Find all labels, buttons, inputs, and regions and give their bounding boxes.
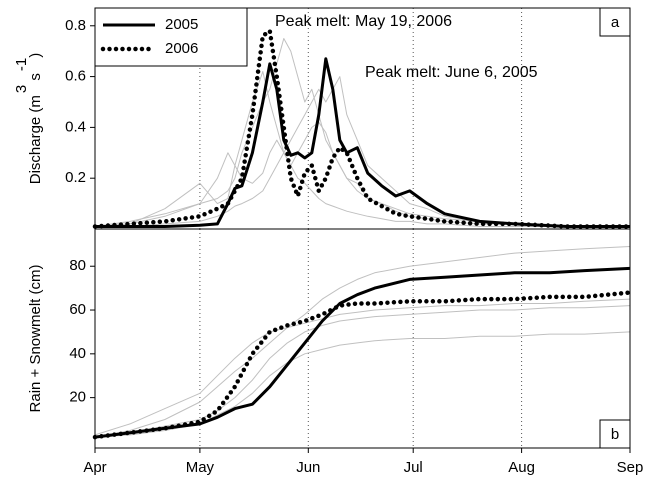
annotation: Peak melt: May 19, 2006 — [275, 13, 452, 30]
x-tick-label: Apr — [83, 459, 106, 476]
plot-frame — [94, 228, 631, 449]
panel-label: b — [611, 426, 619, 443]
series-line — [92, 28, 633, 229]
legend-box — [94, 7, 248, 67]
x-tick-label: Sep — [617, 459, 644, 476]
series-line — [94, 305, 631, 438]
y-tick-label: 0.8 — [65, 17, 86, 34]
y-tick-label: 80 — [69, 257, 86, 274]
series-line — [92, 290, 633, 440]
y-tick-label: 60 — [69, 301, 86, 318]
panel-label-box — [599, 7, 631, 37]
y-axis-label: Rain + Snowmelt (cm) — [27, 265, 44, 413]
series-line — [94, 38, 630, 227]
y-tick-label: 0.4 — [65, 118, 86, 135]
y-tick-label: 0.2 — [65, 169, 86, 186]
series-line — [94, 121, 630, 227]
x-tick-label: Aug — [508, 459, 535, 476]
panel-label-box — [599, 419, 631, 449]
legend-label: 2006 — [165, 40, 198, 57]
series-line — [94, 331, 631, 438]
legend-label: 2005 — [165, 16, 198, 33]
y-label-superscript: -1 — [13, 58, 30, 71]
y-axis-label: Discharge (m 3 s -1) — [13, 53, 44, 185]
series-line — [94, 246, 631, 438]
y-label-part: Rain + Snowmelt (cm) — [27, 265, 44, 413]
series-line — [94, 266, 631, 439]
y-label-part: Discharge (m — [27, 95, 44, 184]
series-line — [95, 76, 630, 227]
y-tick-label: 0.6 — [65, 68, 86, 85]
y-tick-label: 20 — [69, 389, 86, 406]
panel-label: a — [611, 14, 620, 31]
y-label-part: s — [27, 73, 44, 85]
series-line — [94, 71, 630, 227]
x-tick-label: May — [186, 459, 215, 476]
annotation: Peak melt: June 6, 2005 — [365, 64, 538, 81]
y-label-superscript: 3 — [13, 85, 30, 93]
y-label-part: ) — [27, 53, 44, 58]
x-tick-label: Jun — [296, 459, 320, 476]
x-tick-label: Jul — [404, 459, 423, 476]
y-tick-label: 40 — [69, 345, 86, 362]
series-line — [94, 298, 631, 436]
